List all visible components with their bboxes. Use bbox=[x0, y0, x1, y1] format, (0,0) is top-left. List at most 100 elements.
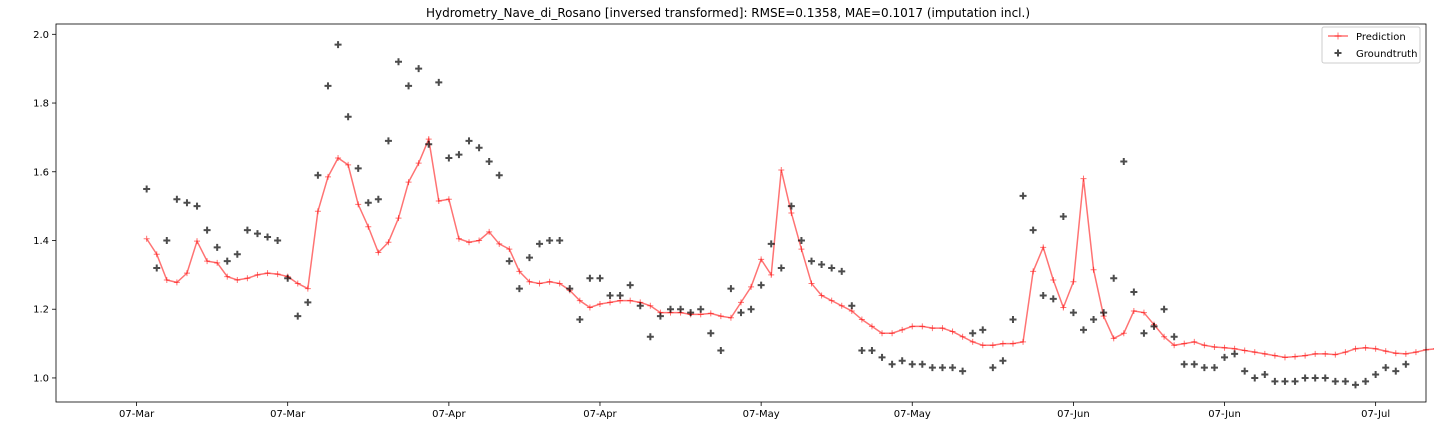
prediction-point bbox=[889, 330, 896, 337]
prediction-point bbox=[1271, 352, 1278, 359]
groundtruth-point bbox=[1392, 367, 1400, 375]
groundtruth-point bbox=[193, 202, 201, 210]
x-tick-label: 07-Mar bbox=[270, 409, 306, 420]
prediction-point bbox=[707, 310, 714, 317]
prediction-point bbox=[1171, 342, 1178, 349]
chart-title: Hydrometry_Nave_di_Rosano [inversed tran… bbox=[426, 6, 1030, 20]
groundtruth-point bbox=[808, 257, 816, 265]
groundtruth-point bbox=[556, 236, 564, 244]
prediction-point bbox=[516, 268, 523, 275]
prediction-point bbox=[838, 302, 845, 309]
groundtruth-point bbox=[566, 285, 574, 293]
prediction-point bbox=[546, 278, 553, 285]
prediction-point bbox=[224, 273, 231, 280]
x-tick-label: 07-Apr bbox=[432, 409, 466, 420]
groundtruth-point bbox=[324, 82, 332, 90]
prediction-point bbox=[1130, 307, 1137, 314]
prediction-point bbox=[1241, 347, 1248, 354]
groundtruth-point bbox=[1150, 322, 1158, 330]
groundtruth-point bbox=[697, 305, 705, 313]
prediction-point bbox=[1120, 330, 1127, 337]
groundtruth-point bbox=[767, 240, 775, 248]
prediction-point bbox=[1292, 353, 1299, 360]
y-tick-label: 1.4 bbox=[33, 236, 49, 247]
groundtruth-point bbox=[334, 41, 342, 49]
groundtruth-point bbox=[1029, 226, 1037, 234]
prediction-point bbox=[1050, 277, 1057, 284]
groundtruth-point bbox=[1382, 364, 1390, 372]
prediction-point bbox=[909, 323, 916, 330]
prediction-point bbox=[415, 160, 422, 167]
legend-groundtruth-label: Groundtruth bbox=[1356, 49, 1417, 60]
prediction-point bbox=[1040, 244, 1047, 251]
prediction-point bbox=[294, 280, 301, 287]
y-tick-label: 2.0 bbox=[33, 30, 49, 41]
groundtruth-point bbox=[606, 291, 614, 299]
groundtruth-point bbox=[1291, 377, 1299, 385]
prediction-point bbox=[576, 297, 583, 304]
groundtruth-point bbox=[384, 137, 392, 145]
prediction-point bbox=[919, 323, 926, 330]
prediction-point bbox=[486, 228, 493, 235]
prediction-point bbox=[345, 161, 352, 168]
groundtruth-point bbox=[1120, 157, 1128, 165]
prediction-point bbox=[1322, 350, 1329, 357]
groundtruth-point bbox=[1351, 381, 1359, 389]
prediction-point bbox=[1060, 304, 1067, 311]
prediction-point bbox=[999, 340, 1006, 347]
prediction-point bbox=[899, 326, 906, 333]
prediction-point bbox=[536, 280, 543, 287]
groundtruth-point bbox=[1311, 374, 1319, 382]
prediction-point bbox=[1191, 338, 1198, 345]
groundtruth-point bbox=[1049, 295, 1057, 303]
groundtruth-point bbox=[354, 164, 362, 172]
groundtruth-point bbox=[757, 281, 765, 289]
prediction-point bbox=[445, 196, 452, 203]
groundtruth-point bbox=[626, 281, 634, 289]
prediction-point bbox=[798, 246, 805, 253]
groundtruth-point bbox=[1019, 192, 1027, 200]
groundtruth-point bbox=[938, 364, 946, 372]
prediction-point bbox=[627, 297, 634, 304]
groundtruth-point bbox=[908, 360, 916, 368]
axes: 1.0 1.2 1.4 1.6 1.8 2.0 07-Mar 07-Mar 07-Apr 07-A… bbox=[33, 23, 1427, 420]
groundtruth-point bbox=[223, 257, 231, 265]
prediction-point bbox=[1312, 350, 1319, 357]
prediction-point bbox=[1402, 350, 1409, 357]
groundtruth-point bbox=[294, 312, 302, 320]
groundtruth-point bbox=[173, 195, 181, 203]
prediction-point bbox=[1070, 278, 1077, 285]
groundtruth-point bbox=[656, 312, 664, 320]
groundtruth-point bbox=[143, 185, 151, 193]
groundtruth-point bbox=[1080, 326, 1087, 334]
groundtruth-point bbox=[1200, 364, 1208, 372]
prediction-point bbox=[466, 239, 473, 246]
prediction-point bbox=[939, 325, 946, 332]
groundtruth-point bbox=[1190, 360, 1198, 368]
groundtruth-point bbox=[928, 364, 936, 372]
x-tick-label: 07-Jun bbox=[1208, 409, 1241, 420]
prediction-point bbox=[395, 215, 402, 222]
groundtruth-point bbox=[687, 309, 695, 317]
groundtruth-point bbox=[364, 199, 372, 207]
groundtruth-point bbox=[465, 137, 473, 145]
prediction-point bbox=[506, 246, 513, 253]
groundtruth-point bbox=[787, 202, 795, 210]
groundtruth-point bbox=[727, 285, 735, 293]
groundtruth-point bbox=[666, 305, 674, 313]
prediction-point bbox=[1020, 338, 1027, 345]
prediction-point bbox=[1352, 345, 1359, 352]
groundtruth-point bbox=[989, 364, 997, 372]
groundtruth-point bbox=[395, 58, 402, 66]
groundtruth-point bbox=[264, 233, 272, 241]
y-tick-label: 1.6 bbox=[33, 167, 49, 178]
groundtruth-point bbox=[455, 151, 463, 159]
prediction-point bbox=[1342, 349, 1349, 356]
prediction-point bbox=[959, 333, 966, 340]
prediction-series bbox=[143, 136, 1434, 361]
groundtruth-point bbox=[233, 250, 241, 258]
prediction-point bbox=[1372, 345, 1379, 352]
prediction-point bbox=[1080, 175, 1087, 182]
prediction-point bbox=[405, 179, 412, 186]
